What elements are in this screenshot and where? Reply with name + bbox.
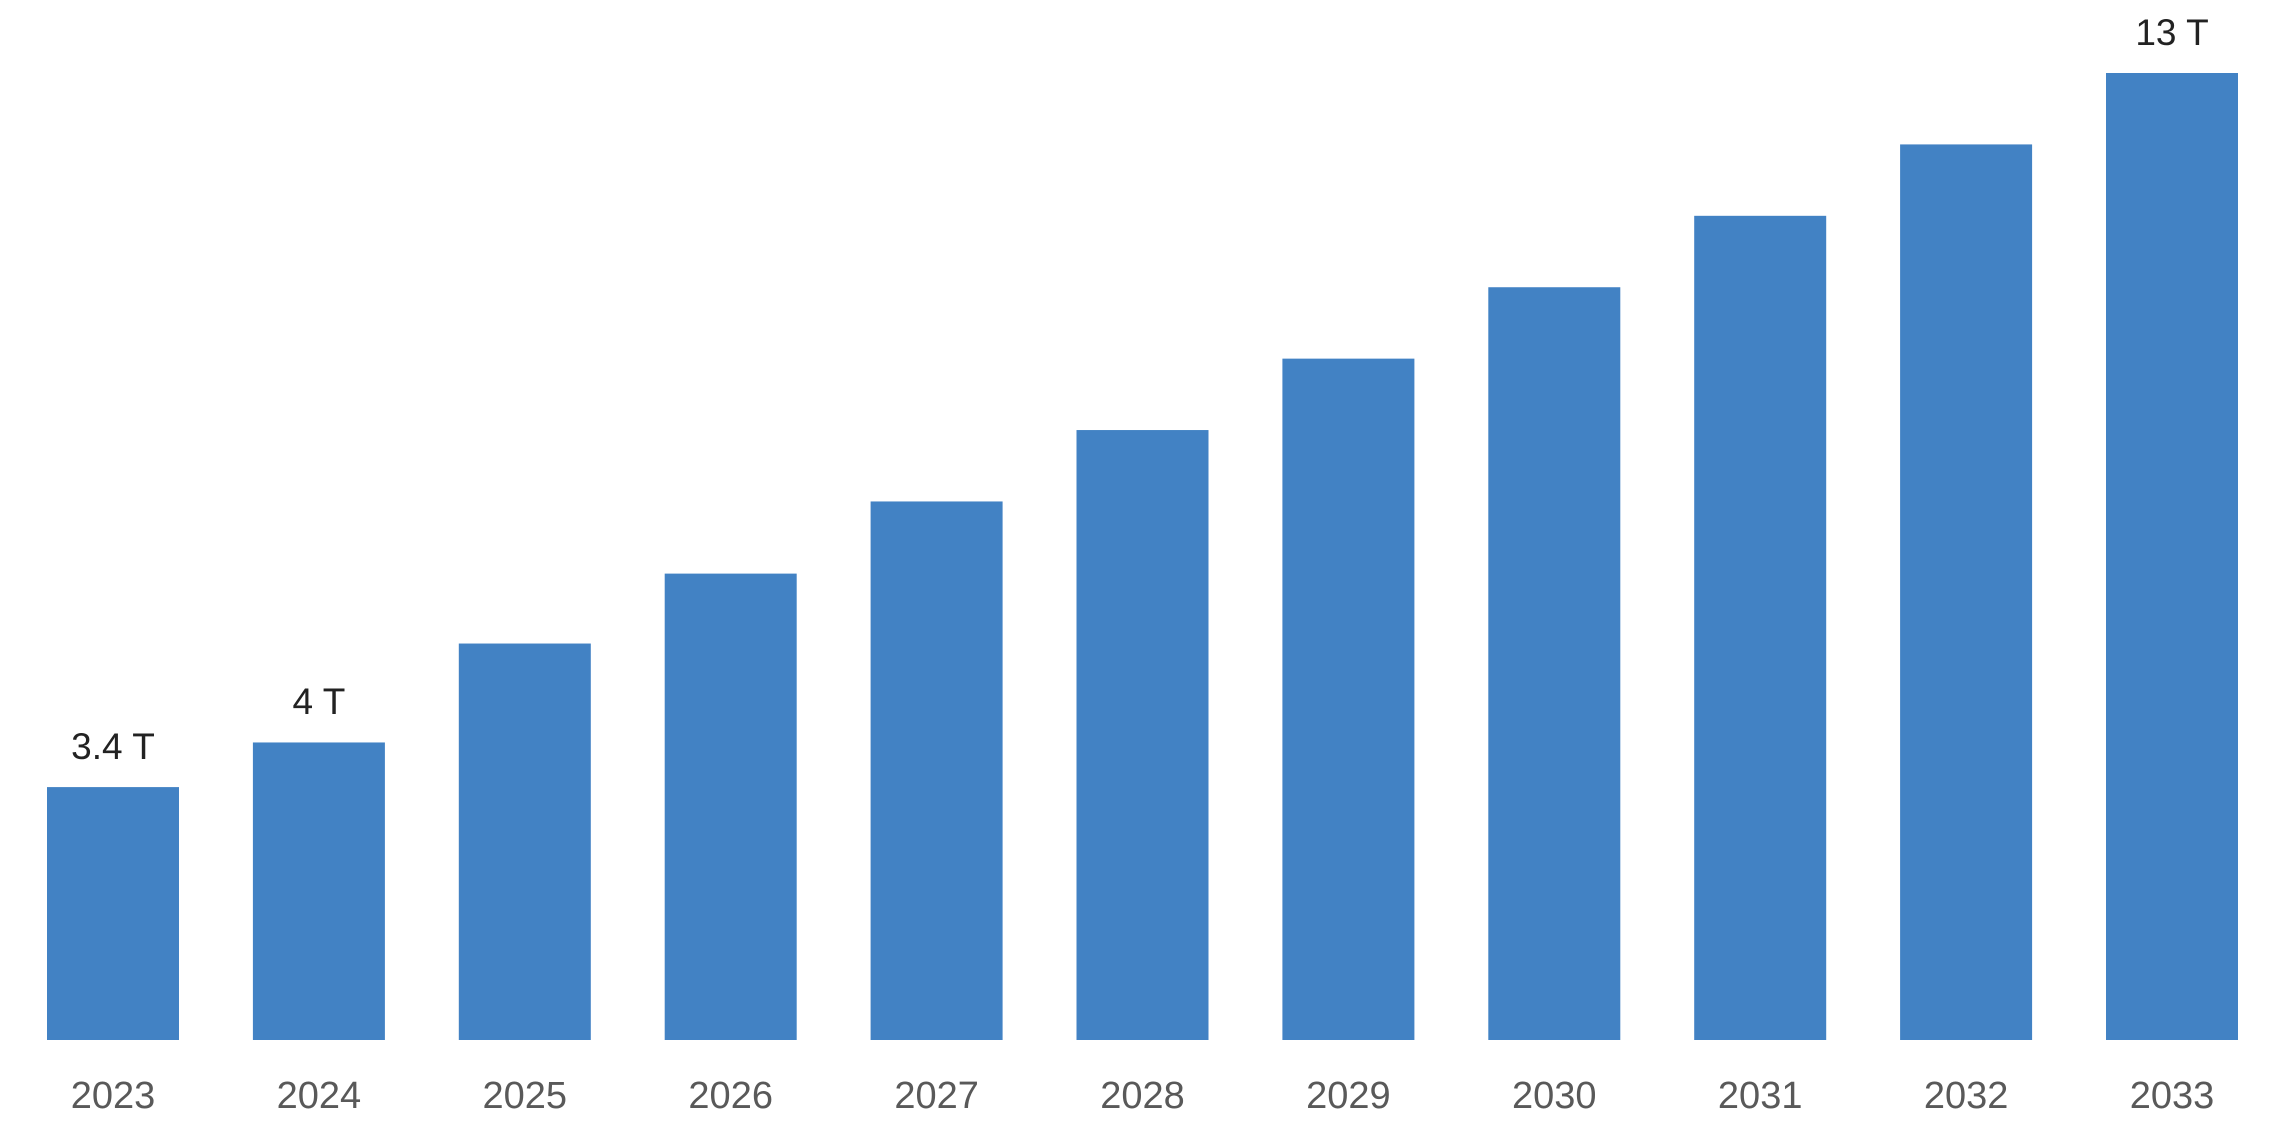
x-tick-label: 2033 [2130,1075,2215,1117]
bar [664,573,797,1040]
value-label: 13 T [2135,12,2208,53]
x-tick-label: 2032 [1924,1075,2009,1117]
x-tick-label: 2028 [1100,1075,1185,1117]
x-tick-label: 2027 [894,1075,979,1117]
bar [1900,144,2033,1040]
x-tick-label: 2030 [1512,1075,1597,1117]
bar [252,742,385,1040]
bar [870,501,1003,1040]
x-tick-label: 2025 [483,1075,568,1117]
x-tick-label: 2031 [1718,1075,1803,1117]
bar [1488,287,1621,1041]
bar [458,643,591,1040]
bar [1076,430,1209,1040]
x-tick-label: 2024 [277,1075,362,1117]
bar [47,787,179,1040]
bar [1282,358,1415,1040]
x-tick-label: 2026 [688,1075,773,1117]
x-tick-label: 2029 [1306,1075,1391,1117]
bar [1694,215,1827,1040]
x-tick-label: 2023 [71,1075,156,1117]
value-label: 3.4 T [71,726,155,767]
value-label: 4 T [293,681,346,722]
bar [2106,73,2238,1040]
